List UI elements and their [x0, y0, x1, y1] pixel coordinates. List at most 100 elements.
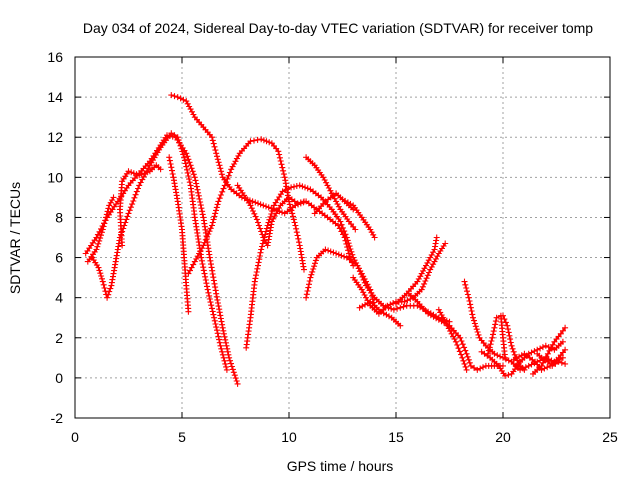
data-point [421, 280, 428, 287]
data-point [100, 223, 107, 230]
data-point [263, 228, 269, 235]
data-point [107, 285, 114, 292]
data-point [335, 251, 342, 258]
data-point [207, 225, 214, 232]
data-point [174, 94, 181, 101]
data-point [233, 155, 240, 162]
data-point [289, 210, 296, 217]
data-point [506, 332, 513, 339]
data-point [354, 262, 361, 269]
data-point [510, 348, 517, 355]
series-arc2 [84, 194, 117, 265]
data-point [282, 187, 289, 193]
data-point [206, 228, 213, 235]
data-point [414, 278, 421, 285]
data-point [221, 182, 228, 189]
data-point [528, 349, 535, 356]
data-point [423, 275, 430, 282]
series-arc10 [303, 246, 453, 325]
data-point [424, 259, 431, 266]
data-point [260, 202, 267, 209]
data-point [384, 302, 391, 309]
x-tick-label: 20 [495, 429, 511, 445]
data-point [277, 158, 284, 164]
data-point [215, 159, 222, 166]
data-point [254, 265, 261, 272]
data-point [502, 356, 509, 363]
data-point [459, 341, 466, 348]
data-point [301, 198, 307, 205]
data-point [208, 264, 215, 271]
data-point [293, 183, 300, 189]
data-point [480, 364, 486, 371]
data-point [275, 148, 282, 155]
data-point [183, 163, 190, 170]
data-point [304, 288, 311, 294]
data-point [105, 205, 112, 212]
data-point [542, 342, 549, 349]
data-point [292, 222, 299, 229]
data-point [166, 157, 173, 164]
data-point [263, 138, 270, 145]
data-point [216, 195, 223, 202]
data-point [167, 161, 174, 167]
data-point [531, 348, 538, 355]
data-point [338, 252, 345, 259]
data-point [213, 150, 220, 157]
data-point [346, 243, 353, 250]
data-point [185, 173, 192, 179]
data-point [260, 237, 267, 244]
data-point [199, 211, 206, 218]
data-point [184, 166, 190, 173]
data-point [331, 195, 338, 202]
data-point [216, 162, 223, 169]
data-point [358, 271, 365, 278]
data-point [339, 224, 346, 231]
data-point [310, 266, 317, 272]
data-point [228, 360, 234, 367]
data-point [258, 246, 265, 253]
data-point [460, 357, 467, 364]
data-point [231, 161, 238, 167]
data-point [467, 362, 474, 369]
data-point [370, 231, 377, 238]
data-point [172, 183, 178, 190]
y-axis-label: SDTVAR / TECUs [7, 182, 23, 294]
data-point [401, 298, 408, 305]
data-point [293, 229, 300, 236]
data-point [477, 365, 484, 372]
data-point [184, 100, 191, 107]
data-point [344, 237, 351, 244]
data-point [303, 291, 310, 298]
data-point [552, 360, 559, 367]
data-point [497, 353, 504, 360]
data-point [356, 268, 363, 275]
data-point [201, 270, 208, 277]
data-point [349, 251, 356, 258]
data-point [255, 200, 261, 207]
data-point [204, 283, 210, 290]
data-point [217, 315, 224, 322]
data-point [541, 365, 548, 372]
data-point [186, 176, 193, 183]
data-point [226, 169, 233, 176]
data-point [131, 194, 138, 201]
data-point [333, 250, 340, 257]
data-point [433, 234, 440, 241]
data-point [168, 92, 175, 99]
data-point [330, 249, 337, 256]
y-tick-label: 10 [47, 169, 63, 185]
data-point [358, 286, 365, 293]
data-point [204, 233, 211, 240]
grid [75, 57, 610, 418]
data-point [125, 168, 132, 175]
data-point [431, 246, 438, 253]
data-point [493, 314, 500, 321]
data-point [293, 225, 300, 232]
data-point [444, 322, 451, 329]
data-point [168, 164, 175, 171]
data-point [101, 285, 108, 291]
data-point [130, 170, 137, 177]
x-axis-label: GPS time / hours [287, 458, 394, 474]
data-point [302, 184, 308, 191]
